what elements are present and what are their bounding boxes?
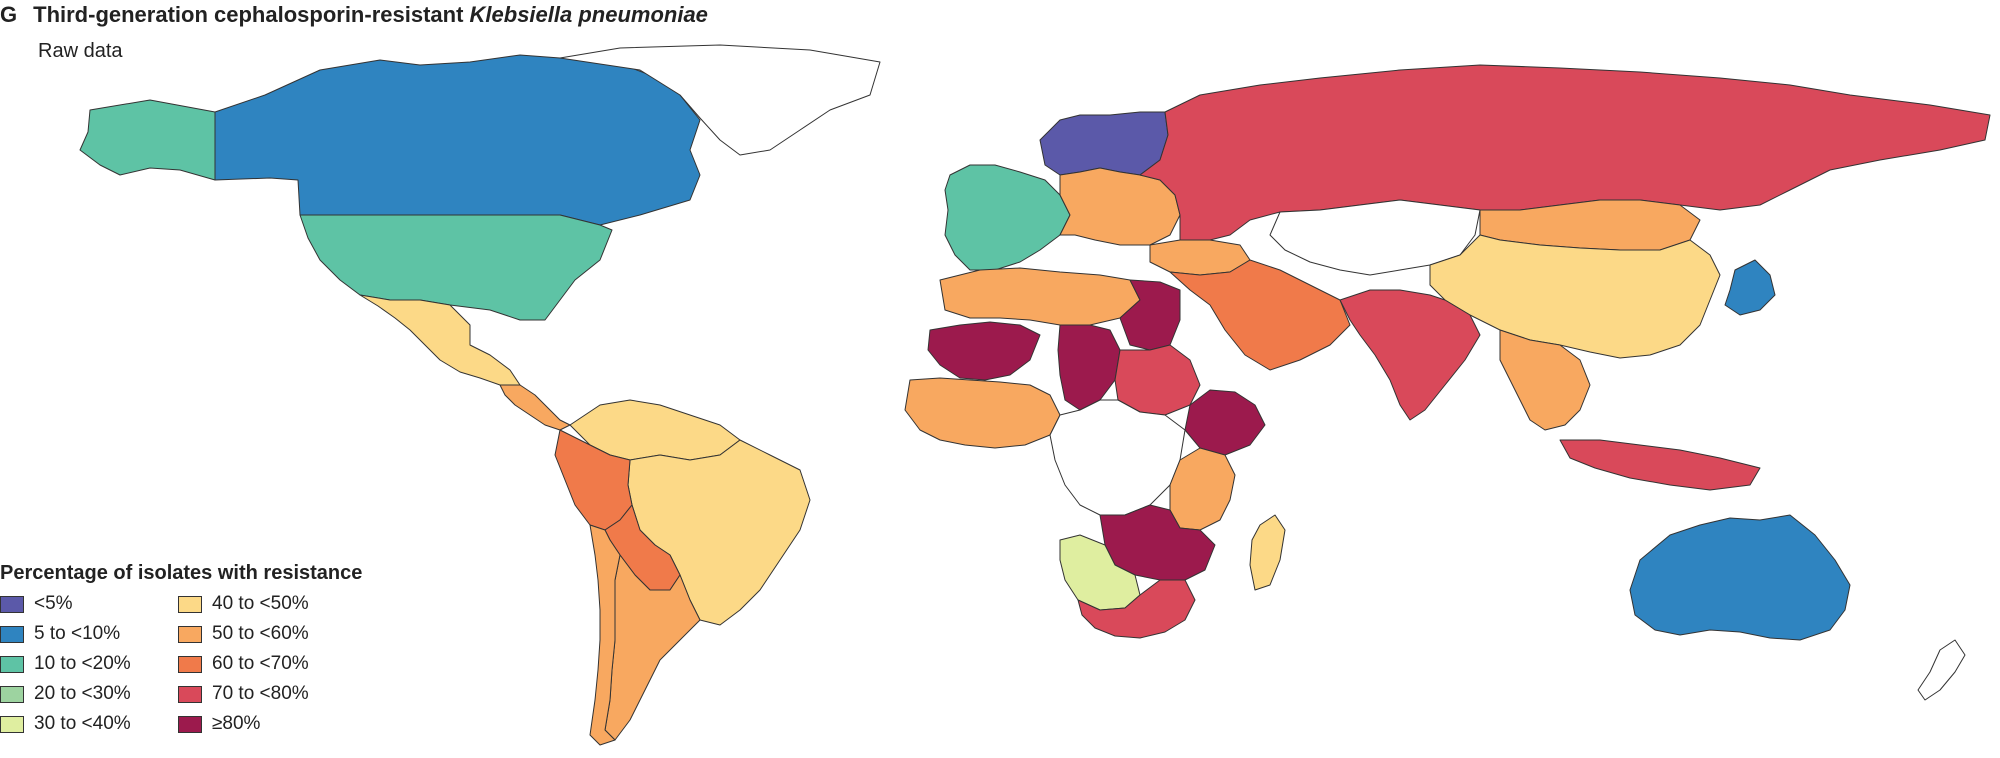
- title-prefix: Third-generation cephalosporin-resistant: [33, 2, 470, 27]
- legend-grid: <5% 40 to <50% 5 to <10% 50 to <60% 10 t…: [0, 589, 440, 739]
- legend-swatch: [0, 625, 24, 643]
- scandinavia: [1039, 111, 1169, 176]
- central-africa: [1049, 399, 1186, 516]
- australia: [1629, 514, 1851, 641]
- alaska: [79, 99, 216, 181]
- legend: Percentage of isolates with resistance <…: [0, 562, 440, 739]
- southeast-asia: [1499, 329, 1591, 431]
- canada: [214, 54, 701, 226]
- legend-item: ≥80%: [178, 709, 378, 739]
- legend-item: 70 to <80%: [178, 679, 378, 709]
- legend-label: 70 to <80%: [212, 683, 309, 704]
- india: [1339, 289, 1481, 421]
- legend-label: 30 to <40%: [34, 713, 131, 734]
- legend-label: <5%: [34, 593, 73, 614]
- legend-swatch: [178, 595, 202, 613]
- sahel-west: [927, 321, 1041, 381]
- legend-item: 50 to <60%: [178, 619, 378, 649]
- greenland: [559, 44, 881, 156]
- legend-swatch: [0, 655, 24, 673]
- panel-letter: G: [0, 2, 18, 27]
- legend-label: 20 to <30%: [34, 683, 131, 704]
- legend-item: 20 to <30%: [0, 679, 178, 709]
- eastern-europe: [1059, 167, 1181, 246]
- legend-item: <5%: [0, 589, 178, 619]
- new-zealand: [1917, 639, 1966, 701]
- east-africa: [1169, 447, 1236, 531]
- south-africa: [1077, 579, 1196, 639]
- sudan: [1114, 344, 1201, 416]
- madagascar: [1249, 514, 1286, 591]
- legend-swatch: [0, 685, 24, 703]
- legend-title: Percentage of isolates with resistance: [0, 562, 363, 584]
- chile: [589, 524, 621, 746]
- middle-east: [1169, 259, 1351, 371]
- title-organism: Klebsiella pneumoniae: [469, 2, 708, 27]
- legend-swatch: [0, 715, 24, 733]
- chad: [1057, 324, 1121, 411]
- indonesia: [1559, 439, 1761, 491]
- legend-item: 40 to <50%: [178, 589, 378, 619]
- legend-item: 10 to <20%: [0, 649, 178, 679]
- ethiopia: [1184, 389, 1266, 456]
- north-africa: [939, 267, 1141, 326]
- legend-swatch: [178, 625, 202, 643]
- figure-subtitle: Raw data: [38, 40, 123, 62]
- legend-swatch: [178, 685, 202, 703]
- legend-label: 50 to <60%: [212, 623, 309, 644]
- legend-swatch: [0, 595, 24, 613]
- legend-label: 10 to <20%: [34, 653, 131, 674]
- legend-item: 60 to <70%: [178, 649, 378, 679]
- usa: [299, 214, 613, 321]
- western-europe: [944, 164, 1071, 271]
- legend-label: 40 to <50%: [212, 593, 309, 614]
- legend-label: ≥80%: [212, 713, 261, 734]
- legend-item: 5 to <10%: [0, 619, 178, 649]
- legend-item: 30 to <40%: [0, 709, 178, 739]
- west-africa: [904, 377, 1061, 449]
- central-america: [499, 384, 571, 431]
- china: [1429, 234, 1721, 359]
- japan: [1724, 259, 1776, 316]
- figure-title: Third-generation cephalosporin-resistant…: [33, 2, 708, 27]
- legend-label: 60 to <70%: [212, 653, 309, 674]
- legend-label: 5 to <10%: [34, 623, 121, 644]
- legend-swatch: [178, 715, 202, 733]
- legend-swatch: [178, 655, 202, 673]
- figure-header: G Third-generation cephalosporin-resistan…: [0, 2, 708, 28]
